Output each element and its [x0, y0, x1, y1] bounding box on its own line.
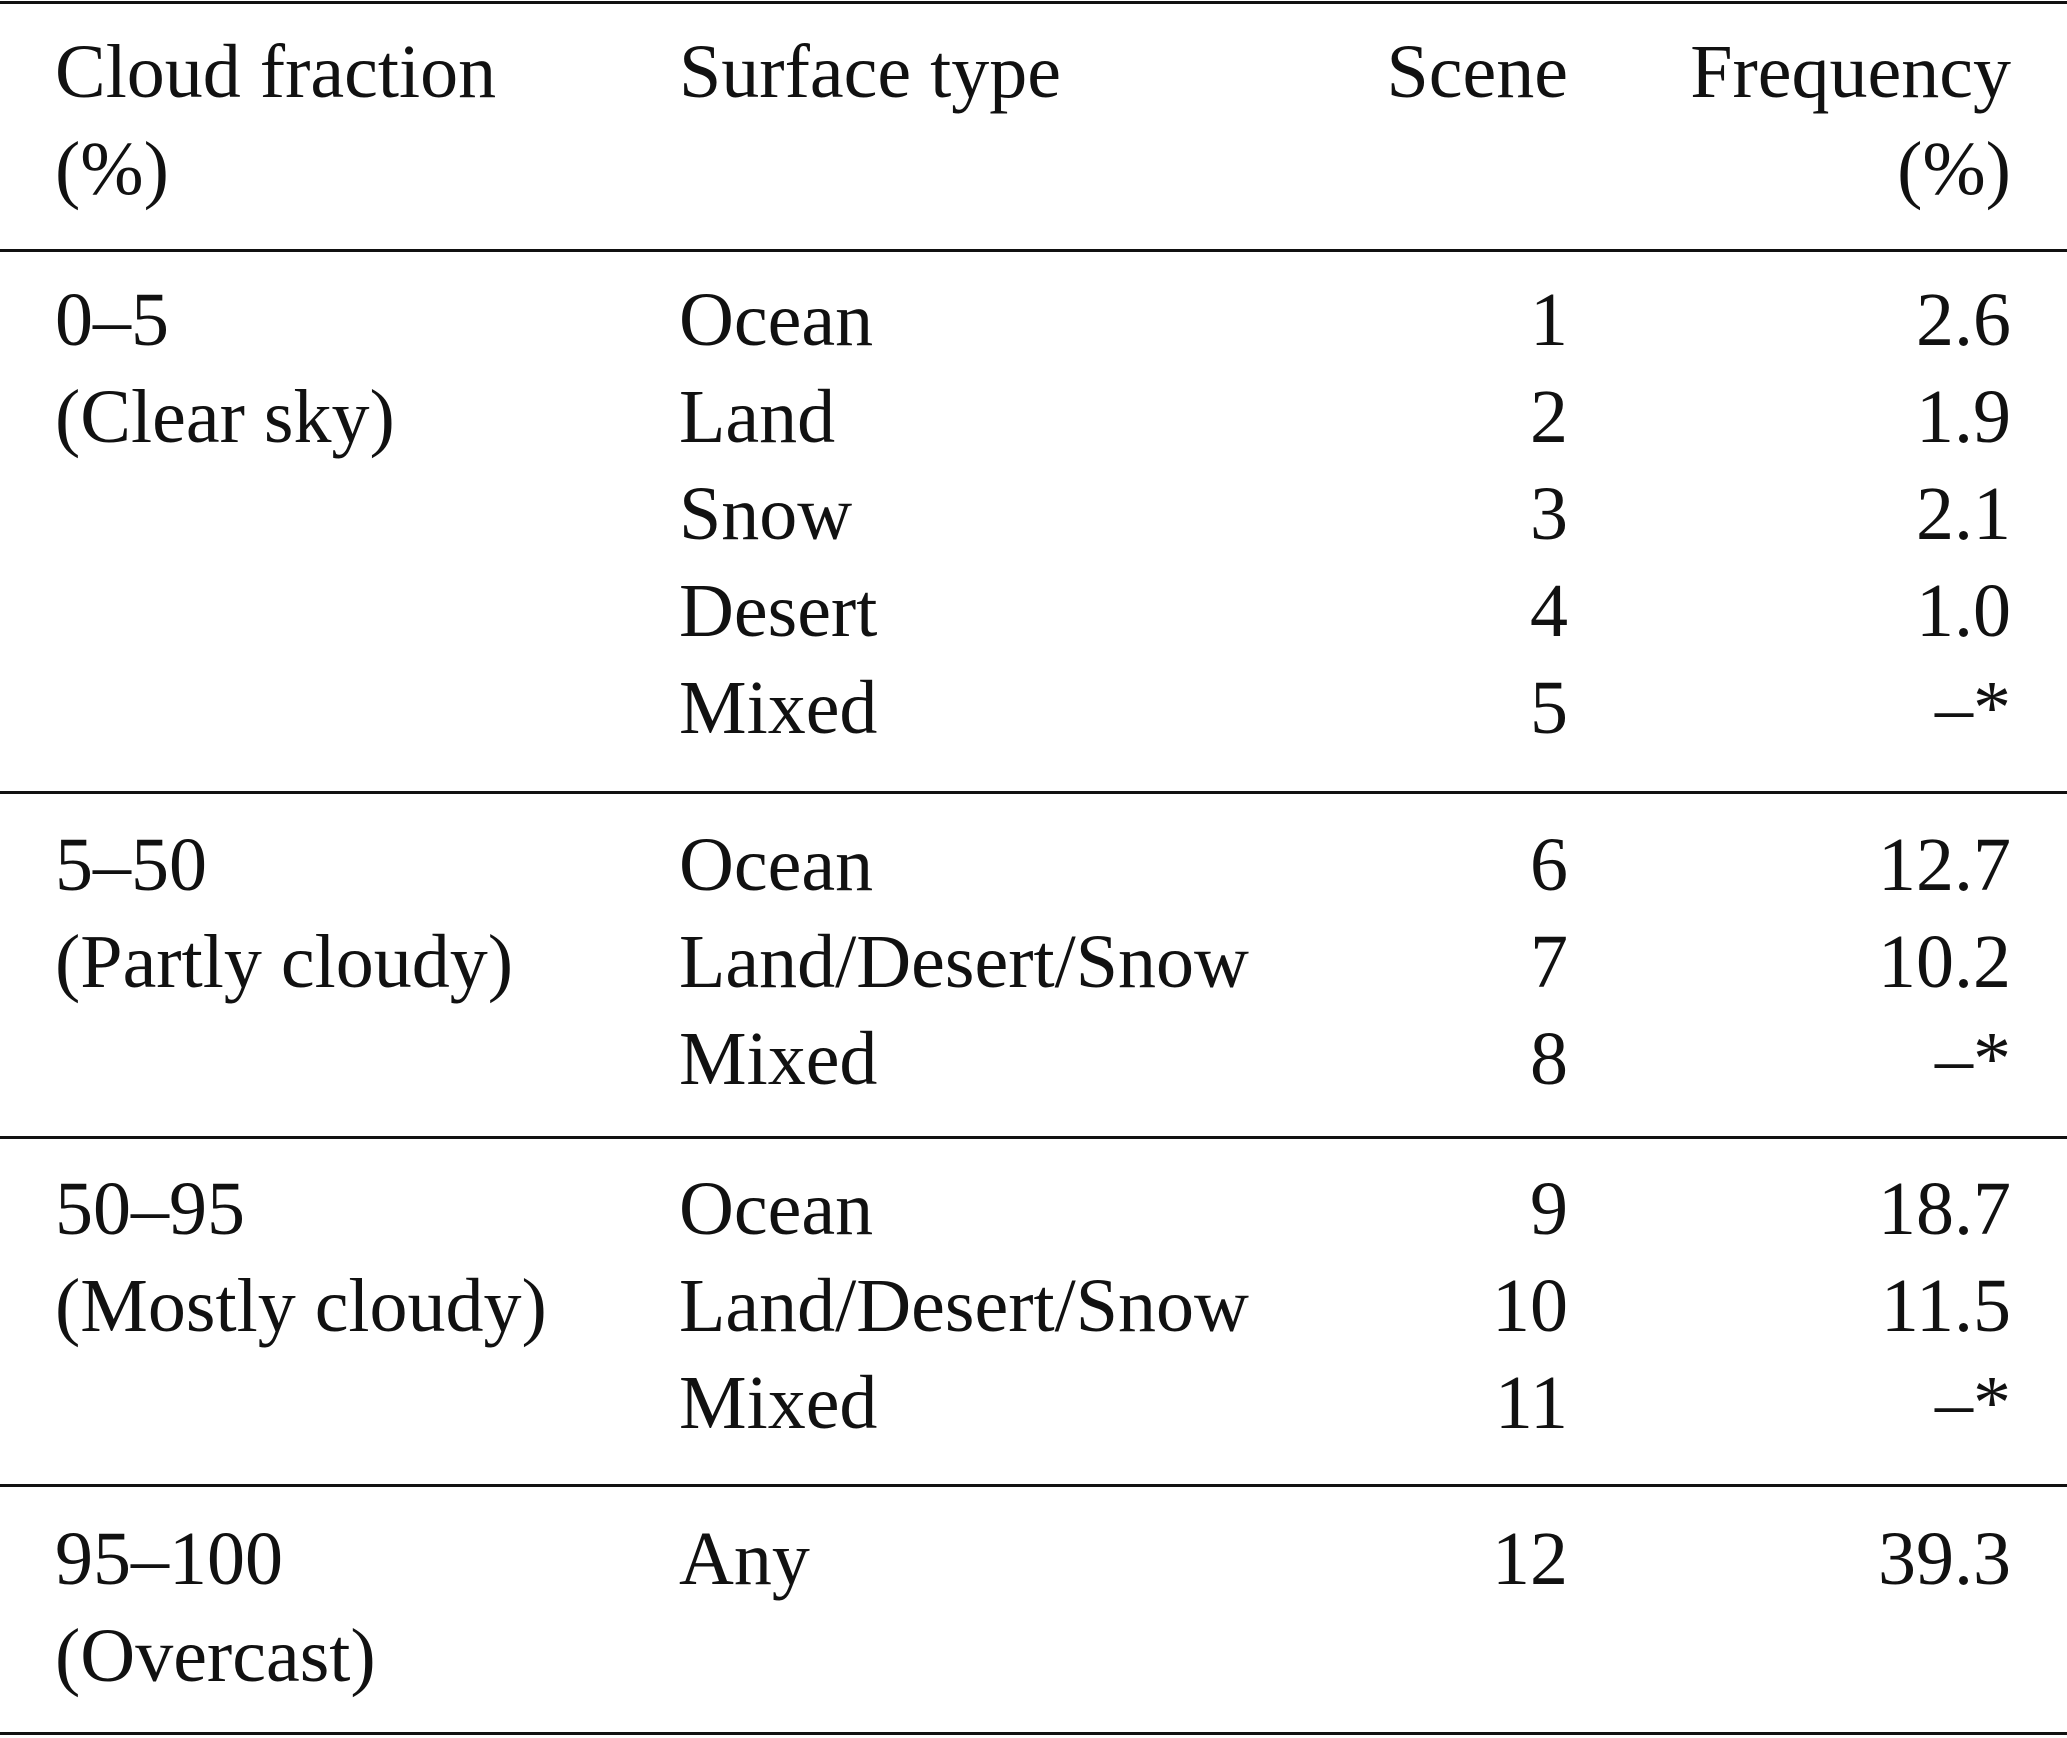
- header-surface-type: Surface type: [679, 30, 1061, 114]
- frequency-cell: 18.7: [1878, 1167, 2011, 1251]
- frequency-cell: 2.6: [1916, 278, 2011, 362]
- header-cloud-fraction: Cloud fraction: [55, 30, 497, 114]
- cloud-fraction-label: (Mostly cloudy): [55, 1264, 547, 1348]
- header-row: Cloud fraction Surface type Scene Freque…: [0, 24, 2067, 218]
- header-frequency-unit: (%): [1897, 127, 2011, 211]
- surface-type-cell: Ocean: [679, 1167, 874, 1251]
- frequency-cell: 39.3: [1878, 1517, 2011, 1601]
- scene-cell: 11: [1494, 1361, 1568, 1445]
- header-cloud-fraction-unit: (%): [55, 127, 169, 211]
- table-row: (Clear sky) Land 2 1.9: [0, 369, 2067, 466]
- cloud-fraction-label: (Overcast): [55, 1614, 376, 1698]
- frequency-cell: –*: [1935, 666, 2011, 750]
- surface-type-cell: Desert: [679, 569, 878, 653]
- cloud-fraction-range: 5–50: [55, 823, 207, 907]
- surface-type-cell: Mixed: [679, 1361, 878, 1445]
- table-row: Desert 4 1.0: [0, 563, 2067, 660]
- surface-type-cell: Mixed: [679, 666, 878, 750]
- surface-type-cell: Snow: [679, 472, 853, 556]
- surface-type-cell: Ocean: [679, 823, 874, 907]
- frequency-cell: –*: [1935, 1017, 2011, 1101]
- table-row: 50–95 Ocean 9 18.7: [0, 1161, 2067, 1258]
- frequency-cell: 1.0: [1916, 569, 2011, 653]
- frequency-cell: –*: [1935, 1361, 2011, 1445]
- group-rule: [0, 1136, 2067, 1139]
- table-row: Mixed 8 –*: [0, 1011, 2067, 1108]
- frequency-cell: 11.5: [1880, 1264, 2011, 1348]
- cloud-fraction-label: (Partly cloudy): [55, 920, 514, 1004]
- scene-cell: 8: [1530, 1017, 1568, 1101]
- cloud-fraction-range: 0–5: [55, 278, 169, 362]
- surface-type-cell: Land/Desert/Snow: [679, 920, 1249, 1004]
- table-row: 0–5 Ocean 1 2.6: [0, 272, 2067, 369]
- table-row: Snow 3 2.1: [0, 466, 2067, 563]
- table-row: (Partly cloudy) Land/Desert/Snow 7 10.2: [0, 914, 2067, 1011]
- row-group: 95–100 Any 12 39.3 (Overcast): [0, 1511, 2067, 1705]
- top-rule: [0, 1, 2067, 4]
- scene-cell: 4: [1530, 569, 1568, 653]
- scene-cell: 6: [1530, 823, 1568, 907]
- surface-type-cell: Land/Desert/Snow: [679, 1264, 1249, 1348]
- header-scene: Scene: [1386, 30, 1568, 114]
- header-rule: [0, 249, 2067, 252]
- group-rule: [0, 1484, 2067, 1487]
- scene-cell: 9: [1530, 1167, 1568, 1251]
- bottom-rule: [0, 1732, 2067, 1735]
- surface-type-cell: Mixed: [679, 1017, 878, 1101]
- scene-cell: 5: [1530, 666, 1568, 750]
- scene-cell: 12: [1492, 1517, 1568, 1601]
- frequency-cell: 2.1: [1916, 472, 2011, 556]
- scene-cell: 7: [1530, 920, 1568, 1004]
- surface-type-cell: Ocean: [679, 278, 874, 362]
- cloud-fraction-range: 50–95: [55, 1167, 245, 1251]
- group-rule: [0, 791, 2067, 794]
- table-row: 95–100 Any 12 39.3: [0, 1511, 2067, 1608]
- scene-cell: 2: [1530, 375, 1568, 459]
- table-row: (Mostly cloudy) Land/Desert/Snow 10 11.5: [0, 1258, 2067, 1355]
- table-row: (Overcast): [0, 1608, 2067, 1705]
- frequency-cell: 12.7: [1878, 823, 2011, 907]
- table-row: 5–50 Ocean 6 12.7: [0, 817, 2067, 914]
- scene-cell: 10: [1492, 1264, 1568, 1348]
- cloud-fraction-label: (Clear sky): [55, 375, 395, 459]
- cloud-fraction-range: 95–100: [55, 1517, 283, 1601]
- table-row: Mixed 5 –*: [0, 660, 2067, 757]
- row-group: 0–5 Ocean 1 2.6 (Clear sky) Land 2 1.9 Snow 3 2.1 D…: [0, 272, 2067, 757]
- scene-cell: 3: [1530, 472, 1568, 556]
- frequency-cell: 10.2: [1878, 920, 2011, 1004]
- header-frequency: Frequency: [1690, 30, 2011, 114]
- surface-type-cell: Any: [679, 1517, 810, 1601]
- surface-type-cell: Land: [679, 375, 836, 459]
- scene-cell: 1: [1530, 278, 1568, 362]
- table-row: Mixed 11 –*: [0, 1355, 2067, 1452]
- row-group: 5–50 Ocean 6 12.7 (Partly cloudy) Land/Desert…: [0, 817, 2067, 1108]
- frequency-cell: 1.9: [1916, 375, 2011, 459]
- row-group: 50–95 Ocean 9 18.7 (Mostly cloudy) Land/Deser…: [0, 1161, 2067, 1452]
